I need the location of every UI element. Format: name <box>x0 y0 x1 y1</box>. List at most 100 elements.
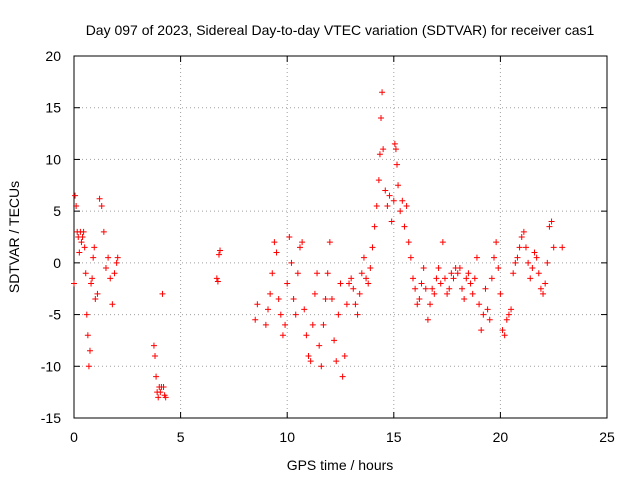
data-points <box>71 89 566 401</box>
data-point <box>82 270 89 277</box>
data-point <box>80 228 87 235</box>
data-point <box>471 275 478 282</box>
data-point <box>427 301 434 308</box>
data-point <box>495 265 502 272</box>
data-point <box>497 290 504 297</box>
data-point <box>76 249 83 256</box>
data-point <box>469 290 476 297</box>
data-point <box>157 389 164 396</box>
data-point <box>294 270 301 277</box>
y-tick-label: -10 <box>41 358 61 374</box>
data-point <box>392 146 399 153</box>
data-point <box>514 254 521 261</box>
data-point <box>105 254 112 261</box>
data-point <box>478 327 485 334</box>
data-point <box>254 301 261 308</box>
data-point <box>339 373 346 380</box>
x-tick-label: 10 <box>279 429 295 445</box>
data-point <box>337 280 344 287</box>
data-point <box>535 270 542 277</box>
data-point <box>309 321 316 328</box>
data-point <box>109 301 116 308</box>
data-point <box>416 296 423 303</box>
data-point <box>540 290 547 297</box>
data-point <box>484 306 491 313</box>
data-point <box>505 311 512 318</box>
data-point <box>499 327 506 334</box>
data-point <box>418 280 425 287</box>
data-point <box>85 363 92 370</box>
data-point <box>439 239 446 246</box>
data-point <box>152 352 159 359</box>
data-point <box>314 270 321 277</box>
data-point <box>322 296 329 303</box>
y-tick-label: 10 <box>45 151 61 167</box>
y-tick-label: 15 <box>45 100 61 116</box>
data-point <box>214 278 221 285</box>
data-point <box>341 352 348 359</box>
data-point <box>350 285 357 292</box>
data-point <box>501 332 508 339</box>
data-point <box>284 280 291 287</box>
data-point <box>378 115 385 122</box>
data-point <box>217 247 224 254</box>
data-point <box>299 239 306 246</box>
data-point <box>529 265 536 272</box>
data-point <box>282 321 289 328</box>
data-point <box>559 244 566 251</box>
data-point <box>102 265 109 272</box>
data-point <box>356 290 363 297</box>
data-point <box>527 275 534 282</box>
data-point <box>252 316 259 323</box>
x-tick-label: 0 <box>70 429 78 445</box>
data-point <box>267 290 274 297</box>
data-point <box>369 244 376 251</box>
data-point <box>382 187 389 194</box>
data-point <box>153 373 160 380</box>
data-point <box>512 259 519 266</box>
data-point <box>516 244 523 251</box>
data-point <box>412 285 419 292</box>
data-point <box>537 285 544 292</box>
data-point <box>431 290 438 297</box>
data-point <box>488 275 495 282</box>
data-point <box>354 311 361 318</box>
y-tick-label: 0 <box>53 255 61 271</box>
data-point <box>533 254 540 261</box>
data-point <box>358 270 365 277</box>
data-point <box>150 342 157 349</box>
data-point <box>405 239 412 246</box>
data-point <box>437 280 444 287</box>
data-point <box>292 311 299 318</box>
data-point <box>288 259 295 266</box>
data-point <box>409 275 416 282</box>
data-point <box>352 301 359 308</box>
data-point <box>94 290 101 297</box>
data-point <box>456 265 463 272</box>
data-point <box>88 280 95 287</box>
y-tick-labels: -15 -10 -5 0 5 10 15 20 <box>41 48 61 426</box>
data-point <box>376 151 383 158</box>
data-point <box>98 202 105 209</box>
data-point <box>395 182 402 189</box>
data-point <box>279 332 286 339</box>
data-point <box>311 290 318 297</box>
chart-title: Day 097 of 2023, Sidereal Day-to-day VTE… <box>86 22 595 38</box>
data-point <box>403 202 410 209</box>
data-point <box>86 347 93 354</box>
data-point <box>435 265 442 272</box>
data-point <box>162 394 169 401</box>
data-point <box>71 280 77 287</box>
data-point <box>363 275 370 282</box>
data-point <box>531 249 538 256</box>
y-tick-label: -15 <box>41 410 61 426</box>
data-point <box>79 234 86 240</box>
data-point <box>429 285 436 292</box>
x-tick-label: 25 <box>599 429 615 445</box>
data-point <box>290 296 297 303</box>
data-point <box>380 146 387 153</box>
data-point <box>473 254 480 261</box>
data-point <box>522 244 529 251</box>
data-point <box>83 311 90 318</box>
